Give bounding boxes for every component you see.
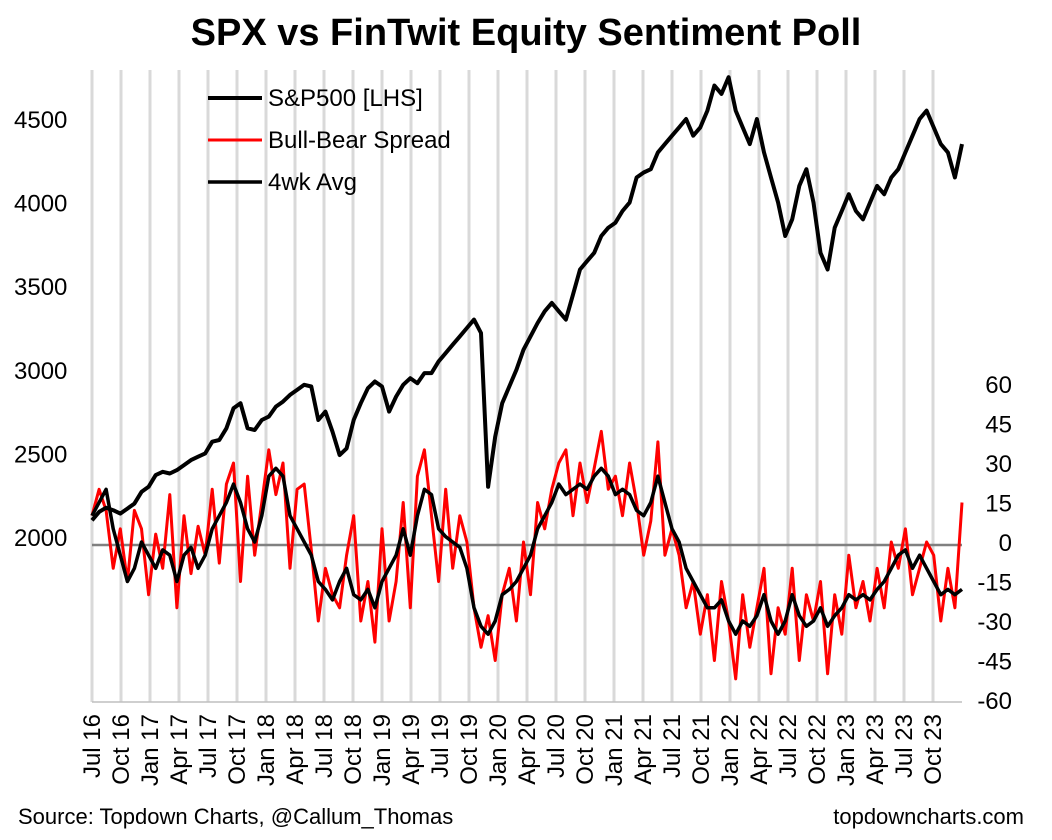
x-tick-label: Oct 18: [340, 714, 367, 785]
four-week-avg-line: [90, 466, 964, 636]
x-tick-label: Jul 23: [891, 714, 918, 778]
left-tick-label: 2000: [14, 525, 67, 552]
x-tick-label: Oct 19: [456, 714, 483, 785]
x-tick-label: Jul 16: [79, 714, 106, 778]
left-tick-label: 3500: [14, 274, 67, 301]
x-tick-label: Jan 21: [601, 714, 628, 786]
x-tick-label: Jul 18: [311, 714, 338, 778]
right-axis: 60 45 30 15 0 -15 -30 -45 -60: [977, 372, 1012, 715]
x-tick-label: Jul 19: [427, 714, 454, 778]
x-tick-label: Jan 20: [485, 714, 512, 786]
x-axis: Jul 16 Oct 16 Jan 17 Apr 17 Jul 17 Oct 17 Jan …: [79, 714, 947, 786]
x-tick-label: Oct 23: [920, 714, 947, 785]
x-tick-label: Jul 21: [659, 714, 686, 778]
x-tick-label: Apr 19: [398, 714, 425, 785]
x-tick-label: Oct 16: [108, 714, 135, 785]
x-tick-label: Oct 20: [572, 714, 599, 785]
x-tick-label: Jan 18: [253, 714, 280, 786]
site-credit: topdowncharts.com: [833, 804, 1024, 829]
left-tick-label: 2500: [14, 441, 67, 468]
left-tick-label: 3000: [14, 358, 67, 385]
x-tick-label: Oct 17: [224, 714, 251, 785]
series-layer: [90, 75, 964, 681]
right-tick-label: -60: [977, 688, 1012, 715]
x-tick-label: Apr 22: [746, 714, 773, 785]
left-tick-label: 4500: [14, 107, 67, 134]
x-tick-label: Jan 19: [369, 714, 396, 786]
left-axis: 2000 2500 3000 3500 4000 4500: [14, 107, 67, 552]
x-tick-label: Apr 20: [514, 714, 541, 785]
right-tick-label: -30: [977, 609, 1012, 636]
x-tick-label: Oct 22: [804, 714, 831, 785]
legend: S&P500 [LHS] Bull-Bear Spread 4wk Avg: [208, 85, 451, 196]
legend-label: 4wk Avg: [268, 169, 357, 196]
x-tick-label: Jan 17: [137, 714, 164, 786]
right-tick-label: 30: [985, 451, 1012, 478]
x-tick-label: Jan 23: [833, 714, 860, 786]
legend-label: S&P500 [LHS]: [268, 85, 423, 112]
bull-bear-spread-line: [90, 429, 964, 681]
source-note: Source: Topdown Charts, @Callum_Thomas: [18, 804, 454, 829]
x-tick-label: Jul 22: [775, 714, 802, 778]
legend-label: Bull-Bear Spread: [268, 127, 451, 154]
right-tick-label: -15: [977, 570, 1012, 597]
x-tick-label: Apr 21: [630, 714, 657, 785]
sp500-line: [90, 75, 964, 522]
x-tick-label: Apr 17: [166, 714, 193, 785]
x-tick-label: Oct 21: [688, 714, 715, 785]
x-tick-label: Jul 17: [195, 714, 222, 778]
x-tick-label: Apr 18: [282, 714, 309, 785]
x-tick-label: Apr 23: [862, 714, 889, 785]
right-tick-label: 15: [985, 491, 1012, 518]
chart-title: SPX vs FinTwit Equity Sentiment Poll: [190, 12, 862, 54]
right-tick-label: 60: [985, 372, 1012, 399]
x-tick-label: Jul 20: [543, 714, 570, 778]
right-tick-label: -45: [977, 649, 1012, 676]
vertical-gridlines: [90, 70, 935, 702]
left-tick-label: 4000: [14, 191, 67, 218]
right-tick-label: 45: [985, 412, 1012, 439]
x-tick-label: Jan 22: [717, 714, 744, 786]
right-tick-label: 0: [999, 530, 1012, 557]
